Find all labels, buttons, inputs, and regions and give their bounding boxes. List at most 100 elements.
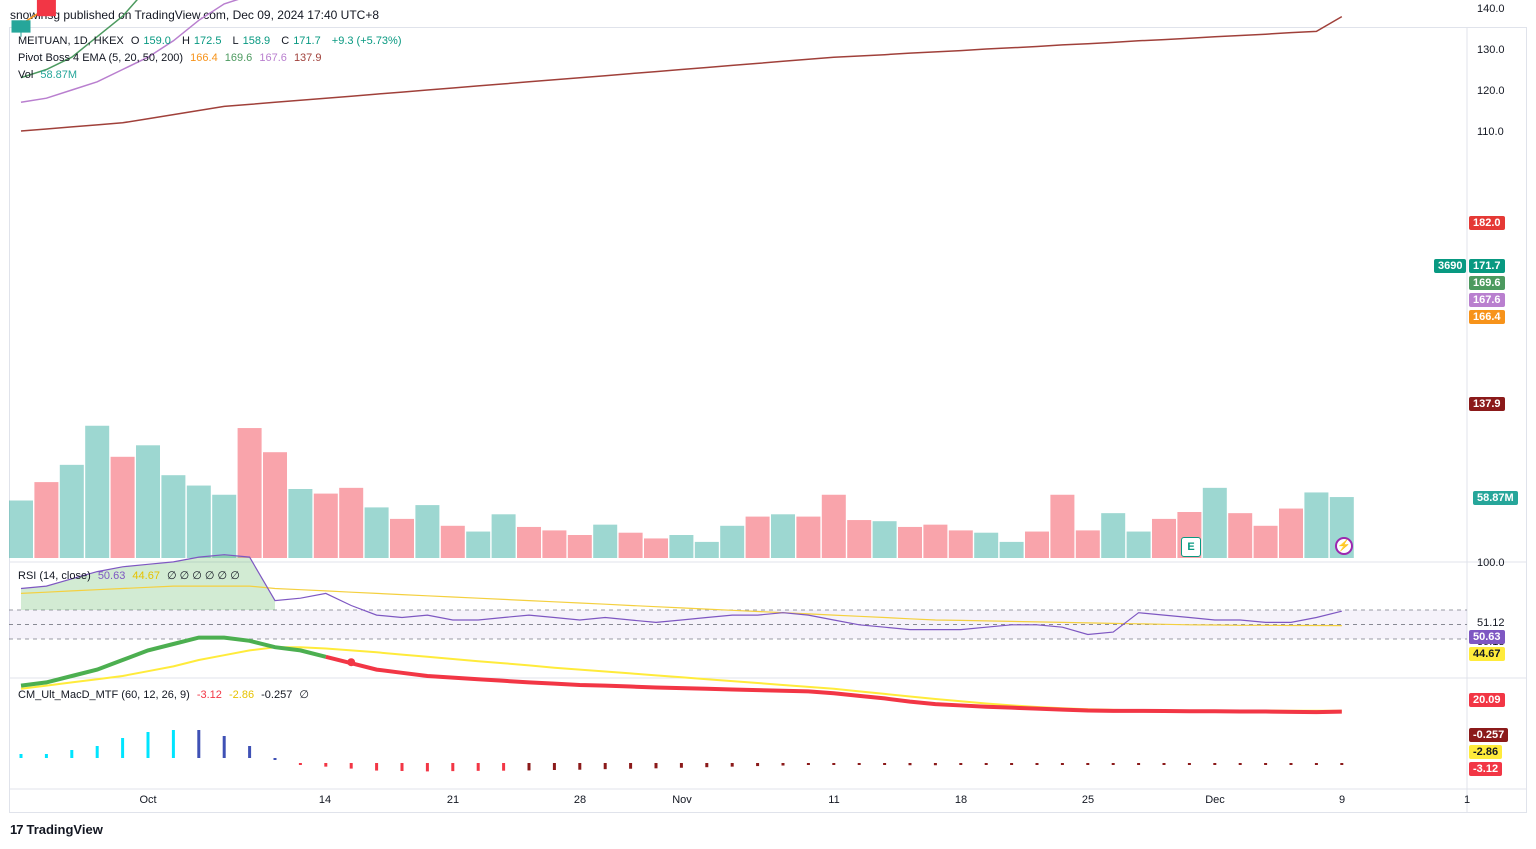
macd-line-bull [20,635,327,688]
chart-frame [9,27,1527,813]
time-tick-label: 1 [1464,794,1470,806]
earnings-icon[interactable]: E [1181,537,1201,557]
volume-bar [364,507,389,558]
macd-histogram-bar [1314,763,1318,765]
rsi-upper-tick: 51.12 [1477,617,1505,629]
volume-bar [313,493,338,558]
macd-histogram-bar [1035,763,1039,765]
volume-bar [771,514,795,558]
macd-histogram-bar [832,763,836,765]
volume-bar [9,500,33,558]
macd-histogram-bar [1010,763,1014,765]
volume-bar [466,531,491,558]
volume-bar [1253,525,1278,558]
legend-ema[interactable]: Pivot Boss 4 EMA (5, 20, 50, 200) 166.4 … [18,52,325,64]
volume-bar [898,526,922,558]
high-label: H 172.5 [181,35,222,47]
macd-signal-value: -2.86 [228,689,255,701]
time-tick-label: 11 [828,794,839,806]
volume-bar [669,535,694,558]
macd-histogram-bar [222,736,226,758]
macd-histogram-bar [781,763,785,766]
price-tick-label: 130.0 [1477,44,1505,56]
volume-bar [872,521,897,558]
macd-indicator-name[interactable]: CM_Ult_MacD_MTF (60, 12, 26, 9) [18,689,190,701]
macd-histogram-bar [451,763,455,772]
macd-histogram-bar [1086,763,1090,765]
macd-histogram-bar [578,763,582,770]
macd-histogram-bar [400,763,404,771]
macd-histogram-bar [273,758,277,760]
legend-rsi[interactable]: RSI (14, close) 50.63 44.67 ∅ ∅ ∅ ∅ ∅ ∅ [18,569,244,582]
ema50-value: 167.6 [259,52,287,64]
ema-indicator-name[interactable]: Pivot Boss 4 EMA (5, 20, 50, 200) [18,52,184,64]
macd-histogram-bar [298,763,302,765]
macd-histogram-bar [502,763,506,771]
volume-bar [1101,513,1126,558]
macd-histogram-bar [806,763,810,765]
macd-histogram-bar [679,763,683,768]
legend-macd[interactable]: CM_Ult_MacD_MTF (60, 12, 26, 9) -3.12 -2… [18,688,313,701]
volume-bar [212,494,237,558]
volume-bar [263,452,287,558]
rsi-overbought-fill [21,554,275,610]
price-tick-label: 140.0 [1477,3,1505,15]
volume-bar [847,520,872,558]
macd-histogram-bar [197,730,201,758]
macd-histogram-bar [324,763,328,767]
ema20-badge: 169.6 [1469,276,1505,290]
macd-histogram-bar [1264,763,1268,765]
event-flash-icon[interactable]: ⚡ [1335,537,1353,555]
time-tick-label: Oct [139,794,156,806]
price-tick-label: 100.0 [1477,557,1505,569]
change-label: +9.3 (+5.73%) [331,35,402,47]
macd-line-bear [325,654,1342,715]
volume-bar [948,530,973,558]
volume-bar [339,487,364,558]
symbol-label[interactable]: MEITUAN, 1D, HKEX [18,35,124,47]
volume-bar [567,535,592,558]
volume-bar [161,475,186,558]
close-price-badge: 171.7 [1469,259,1505,273]
volume-bar [34,482,59,558]
time-tick-label: Nov [672,794,692,806]
rsi-indicator-name[interactable]: RSI (14, close) [18,570,91,582]
volume-bar [821,494,846,558]
macd-histogram-bar [629,763,633,769]
macd-histogram-bar [1137,763,1141,765]
time-tick-label: 14 [319,794,331,806]
rsi-value: 50.63 [97,570,126,582]
macd-histogram-bar [756,763,760,767]
vol-indicator-name[interactable]: Vol [18,69,34,81]
time-tick-label: 21 [447,794,459,806]
macd-histogram-bar [146,732,150,758]
macd-histogram-bar [705,763,709,768]
volume-bar [745,516,770,558]
volume-bar [720,525,745,558]
volume-bar [415,505,440,558]
close-label: C 171.7 [281,35,321,47]
volume-bar [644,538,668,558]
macd-histogram-bar [552,763,556,770]
macd-histogram-bar [527,763,531,771]
time-tick-label: Dec [1205,794,1225,806]
macd-histogram-bar [248,746,252,758]
volume-bar [1279,508,1303,558]
macd-hist-value: -0.257 [261,689,293,701]
volume-bar [974,532,999,558]
volume-bar [85,425,110,558]
macd-histogram-bar [349,763,353,769]
legend-vol[interactable]: Vol 58.87M [18,69,81,81]
time-tick-label: 25 [1082,794,1094,806]
macd-histogram-bar [1111,763,1115,765]
brand-label: TradingView [26,822,103,837]
volume-bar [923,524,948,558]
footer-brand[interactable]: 17 TradingView [10,822,103,837]
ema5-value: 166.4 [190,52,218,64]
legend-main[interactable]: MEITUAN, 1D, HKEX O 159.0 H 172.5 L 158.9 C… [18,35,406,47]
volume-bar [618,532,643,558]
macd-empty-value: ∅ [299,689,309,701]
volume-bar [59,464,84,558]
volume-bar [1152,518,1176,558]
